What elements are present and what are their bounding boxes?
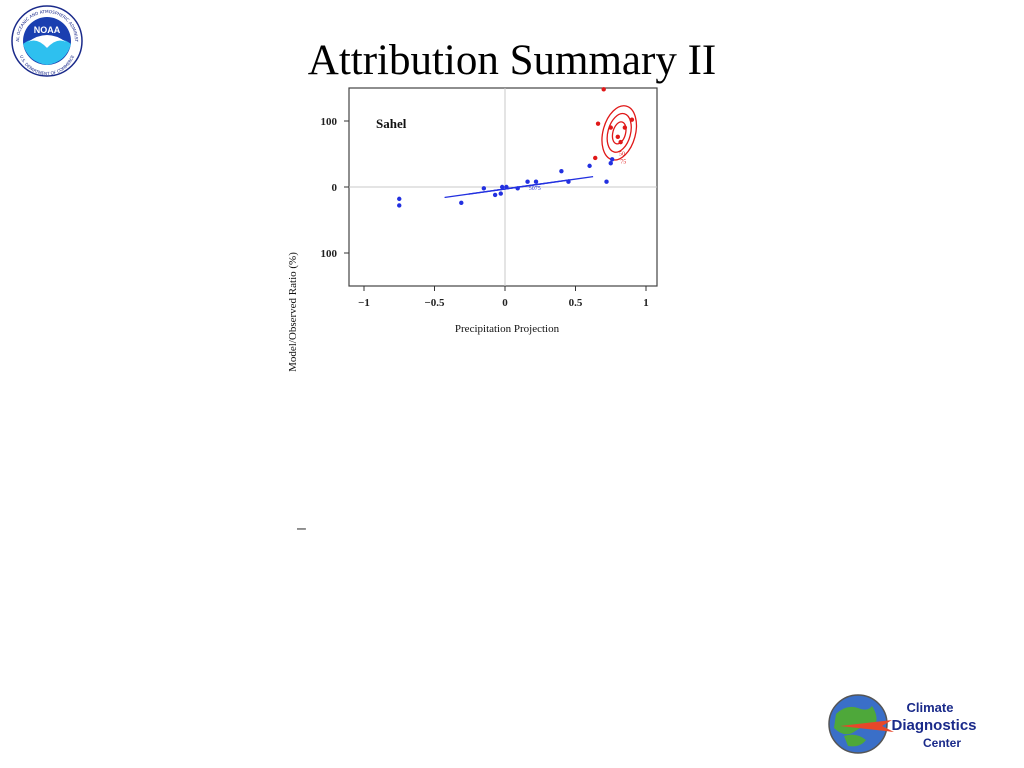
data-point-blue bbox=[498, 191, 503, 196]
data-point-blue bbox=[481, 186, 487, 191]
contour-label: 75 bbox=[535, 186, 541, 192]
x-tick-label: −0.5 bbox=[424, 297, 445, 309]
arrow-icon bbox=[840, 720, 894, 732]
y-tick-label: 0 bbox=[332, 182, 338, 194]
data-point-blue bbox=[397, 203, 402, 208]
data-point-blue bbox=[609, 157, 615, 162]
x-axis-label: Precipitation Projection bbox=[455, 323, 560, 335]
cdc-logo-line1: Climate bbox=[907, 700, 954, 715]
contour-label: 50 bbox=[619, 152, 625, 158]
cdc-logo: Climate Diagnostics Center bbox=[828, 694, 977, 754]
data-point-blue bbox=[515, 186, 520, 191]
panel-label: Sahel bbox=[376, 116, 407, 131]
data-point-red bbox=[595, 121, 601, 126]
data-point-red bbox=[618, 139, 623, 145]
bullet-dash: – bbox=[297, 520, 306, 537]
data-point-blue bbox=[397, 196, 402, 202]
cdc-logo-line2: Diagnostics bbox=[891, 717, 976, 734]
y-tick-label: 100 bbox=[321, 248, 338, 260]
data-point-blue bbox=[492, 192, 498, 198]
x-tick-label: −1 bbox=[358, 297, 370, 309]
data-point-red bbox=[601, 87, 606, 92]
data-point-blue bbox=[533, 179, 539, 184]
contour-red-5 bbox=[611, 121, 627, 145]
noaa-bird-icon bbox=[23, 39, 71, 65]
cdc-logo-line3: Center bbox=[923, 736, 961, 750]
data-point-blue bbox=[525, 179, 530, 184]
contour-red-4 bbox=[606, 112, 632, 153]
x-tick-label: 0.5 bbox=[569, 297, 583, 309]
data-point-blue bbox=[604, 179, 609, 184]
data-point-blue bbox=[559, 168, 564, 174]
data-point-blue bbox=[587, 163, 592, 169]
data-point-blue bbox=[566, 179, 571, 184]
slide-title: Attribution Summary II bbox=[307, 37, 717, 84]
contour-label: 75 bbox=[620, 160, 626, 166]
data-point-red bbox=[629, 117, 635, 122]
data-point-blue bbox=[504, 184, 509, 190]
x-tick-label: 0 bbox=[502, 297, 508, 309]
noaa-logo: NATIONAL OCEANIC AND ATMOSPHERIC ADMINIS… bbox=[6, 4, 83, 77]
data-point-red bbox=[622, 125, 628, 130]
data-point-blue bbox=[459, 200, 464, 206]
data-point-red bbox=[608, 125, 613, 130]
y-axis-label: Model/Observed Ratio (%) bbox=[287, 252, 299, 372]
data-point-red bbox=[593, 155, 598, 161]
y-tick-label: 100 bbox=[321, 116, 338, 128]
x-tick-label: 1 bbox=[643, 297, 649, 309]
data-point-red bbox=[615, 134, 620, 140]
noaa-logo-text: NOAA bbox=[34, 25, 61, 35]
contour-label: 50 bbox=[529, 186, 535, 192]
data-point-blue bbox=[499, 184, 505, 190]
data-point-blue bbox=[608, 161, 613, 166]
